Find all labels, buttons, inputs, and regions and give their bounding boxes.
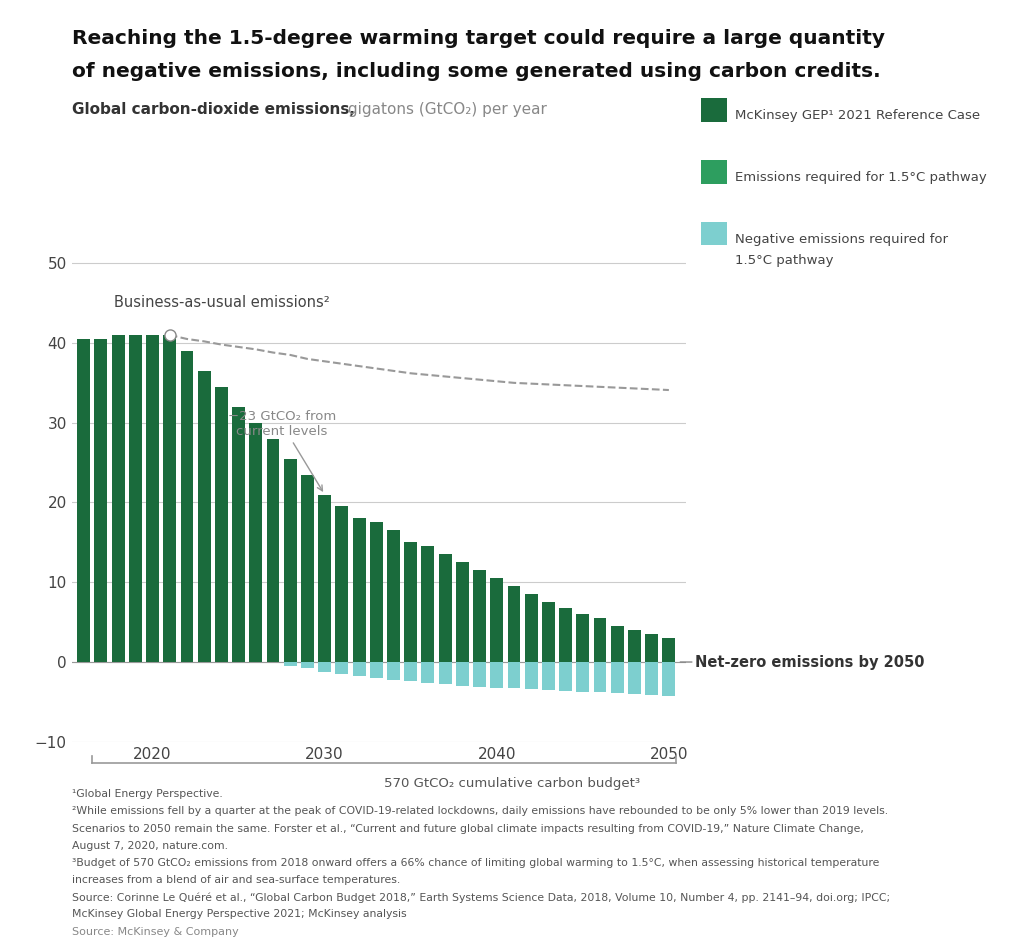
- Bar: [318, 495, 331, 662]
- Bar: [524, 594, 538, 662]
- Text: 570 GtCO₂ cumulative carbon budget³: 570 GtCO₂ cumulative carbon budget³: [384, 777, 640, 790]
- Bar: [404, 662, 417, 681]
- Bar: [215, 387, 228, 662]
- Text: −23 GtCO₂ from
current levels: −23 GtCO₂ from current levels: [227, 410, 336, 491]
- Bar: [542, 662, 555, 689]
- Text: ¹Global Energy Perspective.: ¹Global Energy Perspective.: [72, 789, 222, 800]
- Text: Net-zero emissions by 2050: Net-zero emissions by 2050: [694, 654, 925, 670]
- Text: ³Budget of 570 GtCO₂ emissions from 2018 onward offers a 66% chance of limiting : ³Budget of 570 GtCO₂ emissions from 2018…: [72, 858, 879, 868]
- Bar: [112, 335, 125, 662]
- Bar: [508, 662, 520, 689]
- Text: of negative emissions, including some generated using carbon credits.: of negative emissions, including some ge…: [72, 62, 881, 81]
- Bar: [336, 662, 348, 674]
- Bar: [456, 562, 469, 662]
- Bar: [266, 438, 280, 662]
- Bar: [524, 662, 538, 689]
- Bar: [232, 407, 245, 662]
- Bar: [559, 662, 572, 690]
- Bar: [77, 339, 90, 662]
- Text: Negative emissions required for: Negative emissions required for: [735, 233, 948, 246]
- Text: Business-as-usual emissions²: Business-as-usual emissions²: [114, 295, 330, 310]
- Bar: [250, 423, 262, 662]
- Bar: [628, 631, 641, 662]
- Text: 1.5°C pathway: 1.5°C pathway: [735, 254, 834, 267]
- Bar: [94, 339, 108, 662]
- Bar: [628, 662, 641, 694]
- Bar: [198, 371, 211, 662]
- Bar: [163, 335, 176, 662]
- Bar: [352, 518, 366, 662]
- Bar: [490, 662, 503, 688]
- Bar: [129, 335, 141, 662]
- Text: August 7, 2020, nature.com.: August 7, 2020, nature.com.: [72, 841, 227, 851]
- Bar: [645, 634, 658, 662]
- Bar: [490, 578, 503, 662]
- Bar: [284, 662, 297, 666]
- Bar: [645, 662, 658, 695]
- Bar: [663, 662, 675, 695]
- Bar: [370, 522, 383, 662]
- Text: Emissions required for 1.5°C pathway: Emissions required for 1.5°C pathway: [735, 171, 987, 184]
- Bar: [594, 618, 606, 662]
- Bar: [438, 662, 452, 685]
- Bar: [473, 571, 486, 662]
- Text: Scenarios to 2050 remain the same. Forster et al., “Current and future global cl: Scenarios to 2050 remain the same. Forst…: [72, 824, 863, 834]
- Bar: [352, 662, 366, 676]
- Bar: [422, 662, 434, 683]
- Bar: [577, 662, 589, 691]
- Text: McKinsey Global Energy Perspective 2021; McKinsey analysis: McKinsey Global Energy Perspective 2021;…: [72, 909, 407, 920]
- Text: Global carbon-dioxide emissions,: Global carbon-dioxide emissions,: [72, 102, 354, 117]
- Bar: [456, 662, 469, 686]
- Bar: [301, 662, 314, 669]
- Text: Reaching the 1.5-degree warming target could require a large quantity: Reaching the 1.5-degree warming target c…: [72, 29, 885, 48]
- Text: gigatons (GtCO₂) per year: gigatons (GtCO₂) per year: [343, 102, 547, 117]
- Bar: [473, 662, 486, 687]
- Bar: [336, 507, 348, 662]
- Bar: [663, 638, 675, 662]
- Bar: [559, 608, 572, 662]
- Bar: [284, 458, 297, 662]
- Bar: [610, 662, 624, 693]
- Bar: [387, 531, 400, 662]
- Bar: [146, 335, 159, 662]
- Bar: [180, 351, 194, 662]
- Text: ²While emissions fell by a quarter at the peak of COVID-19-related lockdowns, da: ²While emissions fell by a quarter at th…: [72, 806, 888, 817]
- Text: Source: McKinsey & Company: Source: McKinsey & Company: [72, 926, 239, 937]
- Bar: [438, 554, 452, 662]
- Bar: [318, 662, 331, 671]
- Bar: [508, 586, 520, 662]
- Text: Source: Corinne Le Quéré et al., “Global Carbon Budget 2018,” Earth Systems Scie: Source: Corinne Le Quéré et al., “Global…: [72, 892, 890, 902]
- Text: increases from a blend of air and sea-surface temperatures.: increases from a blend of air and sea-su…: [72, 875, 400, 885]
- Bar: [610, 626, 624, 662]
- Bar: [542, 602, 555, 662]
- Bar: [577, 614, 589, 662]
- Bar: [404, 542, 417, 662]
- Bar: [594, 662, 606, 692]
- Bar: [387, 662, 400, 680]
- Text: McKinsey GEP¹ 2021 Reference Case: McKinsey GEP¹ 2021 Reference Case: [735, 109, 980, 123]
- Bar: [301, 475, 314, 662]
- Bar: [422, 547, 434, 662]
- Bar: [370, 662, 383, 678]
